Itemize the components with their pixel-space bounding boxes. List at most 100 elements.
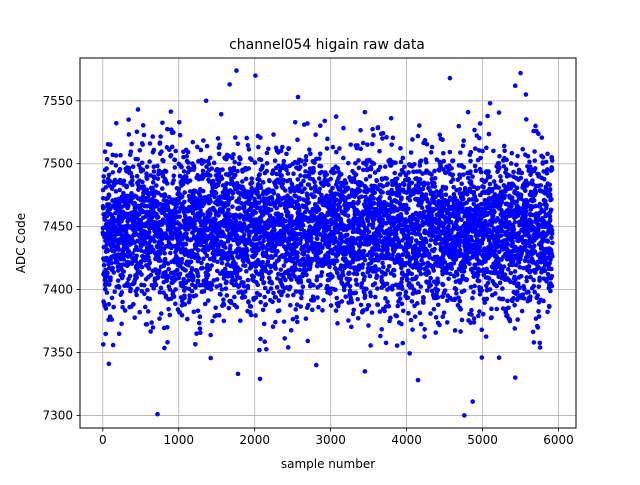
data-point bbox=[406, 206, 411, 211]
data-point bbox=[163, 194, 168, 199]
data-point bbox=[445, 320, 450, 325]
data-point bbox=[278, 267, 283, 272]
data-point bbox=[105, 271, 110, 276]
data-point bbox=[236, 141, 241, 146]
data-point bbox=[208, 333, 213, 338]
data-point bbox=[231, 152, 236, 157]
data-point bbox=[180, 257, 185, 262]
data-point bbox=[304, 316, 309, 321]
data-point bbox=[167, 313, 172, 318]
data-point bbox=[421, 295, 426, 300]
data-point bbox=[196, 279, 201, 284]
data-point bbox=[189, 260, 194, 265]
data-point bbox=[477, 136, 482, 141]
data-point bbox=[272, 228, 277, 233]
data-point bbox=[165, 325, 170, 330]
data-point bbox=[210, 319, 215, 324]
data-point bbox=[260, 164, 265, 169]
data-point bbox=[358, 128, 363, 133]
data-point bbox=[421, 261, 426, 266]
data-point bbox=[136, 107, 141, 112]
data-point bbox=[165, 340, 170, 345]
data-point bbox=[172, 165, 177, 170]
data-point bbox=[469, 312, 474, 317]
data-point bbox=[121, 269, 126, 274]
data-point bbox=[394, 232, 399, 237]
data-point bbox=[246, 278, 251, 283]
data-point bbox=[105, 290, 110, 295]
data-point bbox=[332, 170, 337, 175]
data-point bbox=[467, 262, 472, 267]
data-point bbox=[152, 239, 157, 244]
data-point bbox=[427, 271, 432, 276]
data-point bbox=[220, 167, 225, 172]
data-point bbox=[463, 265, 468, 270]
data-point bbox=[408, 198, 413, 203]
data-point bbox=[271, 132, 276, 137]
data-point bbox=[346, 213, 351, 218]
data-point bbox=[151, 325, 156, 330]
data-point bbox=[330, 275, 335, 280]
data-point bbox=[259, 185, 264, 190]
data-point bbox=[298, 268, 303, 273]
data-point bbox=[375, 302, 380, 307]
data-point bbox=[359, 303, 364, 308]
data-point bbox=[210, 283, 215, 288]
data-point bbox=[304, 158, 309, 163]
data-point bbox=[433, 176, 438, 181]
data-point bbox=[228, 243, 233, 248]
data-point bbox=[298, 304, 303, 309]
data-point bbox=[311, 283, 316, 288]
data-point bbox=[334, 114, 339, 119]
data-point bbox=[429, 213, 434, 218]
data-point bbox=[258, 135, 263, 140]
data-point bbox=[137, 310, 142, 315]
data-point bbox=[166, 307, 171, 312]
data-point bbox=[346, 186, 351, 191]
data-point bbox=[376, 125, 381, 130]
data-point bbox=[265, 161, 270, 166]
data-point bbox=[433, 330, 438, 335]
data-point bbox=[139, 272, 144, 277]
data-point bbox=[261, 239, 266, 244]
data-point bbox=[351, 200, 356, 205]
data-point bbox=[109, 160, 114, 165]
data-point bbox=[237, 161, 242, 166]
data-point bbox=[302, 162, 307, 167]
data-point bbox=[299, 183, 304, 188]
chart-title: channel054 higain raw data bbox=[229, 37, 425, 53]
data-point bbox=[244, 269, 249, 274]
data-point bbox=[316, 305, 321, 310]
data-point bbox=[476, 314, 481, 319]
data-point bbox=[306, 200, 311, 205]
data-point bbox=[351, 308, 356, 313]
data-point bbox=[221, 297, 226, 302]
data-point bbox=[205, 263, 210, 268]
data-point bbox=[199, 261, 204, 266]
data-point bbox=[196, 274, 201, 279]
data-point bbox=[413, 314, 418, 319]
data-point bbox=[322, 119, 327, 124]
data-point bbox=[295, 254, 300, 259]
data-point bbox=[457, 244, 462, 249]
data-point bbox=[474, 169, 479, 174]
data-point bbox=[459, 181, 464, 186]
data-point bbox=[341, 273, 346, 278]
data-point bbox=[470, 174, 475, 179]
data-point bbox=[356, 158, 361, 163]
data-point bbox=[355, 297, 360, 302]
data-point bbox=[334, 296, 339, 301]
data-point bbox=[225, 293, 230, 298]
data-point bbox=[232, 160, 237, 165]
data-point bbox=[182, 302, 187, 307]
data-point bbox=[154, 183, 159, 188]
data-point bbox=[175, 268, 180, 273]
data-point bbox=[355, 282, 360, 287]
data-point bbox=[349, 300, 354, 305]
data-point bbox=[363, 293, 368, 298]
data-point bbox=[454, 287, 459, 292]
data-point bbox=[108, 142, 113, 147]
data-point bbox=[107, 173, 112, 178]
data-point bbox=[122, 179, 127, 184]
data-point bbox=[158, 258, 163, 263]
